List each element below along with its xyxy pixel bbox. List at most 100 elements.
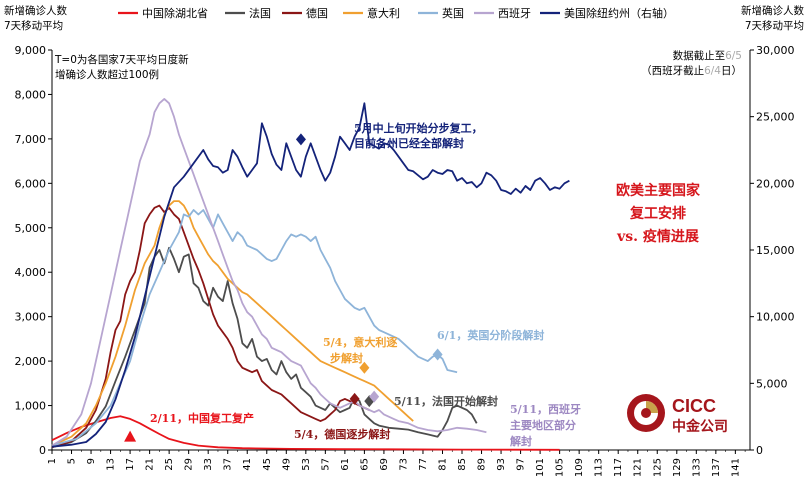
right-axis-title-line1: 新增确诊人数 bbox=[741, 4, 804, 17]
x-tick-label: 141 bbox=[730, 458, 741, 477]
marker-uk bbox=[432, 348, 443, 361]
x-tick-label: 81 bbox=[437, 458, 448, 471]
annotation-italy-line1: 5/4，意大利逐 bbox=[323, 335, 397, 349]
cicc-logo: CICC 中金公司 bbox=[627, 394, 728, 435]
marker-us bbox=[295, 133, 306, 146]
x-tick-label: 69 bbox=[379, 458, 390, 471]
x-tick-label: 61 bbox=[340, 458, 351, 471]
data-note-line2: （西班牙截止6/4日） bbox=[641, 64, 742, 77]
y-right-tick-label: 0 bbox=[756, 444, 763, 457]
x-tick-label: 117 bbox=[613, 458, 624, 477]
x-tick-label: 77 bbox=[418, 458, 429, 471]
x-tick-label: 89 bbox=[477, 458, 488, 471]
x-tick-label: 25 bbox=[164, 458, 175, 471]
cicc-logo-text-cn: 中金公司 bbox=[672, 418, 728, 435]
y-right-tick-label: 20,000 bbox=[756, 177, 795, 190]
annotation-spain-line1: 5/11，西班牙 bbox=[510, 402, 581, 416]
series-group bbox=[51, 98, 570, 451]
series-line-uk bbox=[51, 209, 458, 447]
annotation-us-line1: 5月中上旬开始分步复工， bbox=[354, 121, 483, 135]
y-right-tick-label: 10,000 bbox=[756, 311, 795, 324]
x-tick-label: 13 bbox=[106, 458, 117, 471]
data-note-line1: 数据截止至6/5 bbox=[673, 49, 742, 62]
x-tick-label: 73 bbox=[398, 458, 409, 471]
legend-label-spain: 西班牙 bbox=[498, 7, 531, 20]
chart-title-line3: vs. 疫情进展 bbox=[616, 228, 699, 245]
y-left-tick-label: 1,000 bbox=[15, 400, 47, 413]
y-left-tick-label: 3,000 bbox=[15, 311, 47, 324]
y-left-tick-label: 7,000 bbox=[15, 133, 47, 146]
annotation-us-line2: 目前各州已经全部解封 bbox=[354, 136, 464, 150]
x-tick-label: 109 bbox=[574, 458, 585, 477]
x-tick-label: 57 bbox=[320, 458, 331, 471]
series-line-us bbox=[51, 102, 570, 448]
y-right-tick-label: 5,000 bbox=[756, 377, 788, 390]
x-tick-label: 137 bbox=[711, 458, 722, 477]
y-right-tick-label: 15,000 bbox=[756, 244, 795, 257]
annotation-france: 5/11，法国开始解封 bbox=[394, 394, 498, 408]
legend-label-italy: 意大利 bbox=[367, 6, 400, 20]
legend-label-us: 美国除纽约州（右轴） bbox=[564, 6, 674, 20]
x-note-line2: 增确诊人数超过100例 bbox=[55, 68, 159, 81]
y-left-tick-label: 6,000 bbox=[15, 177, 47, 190]
marker-germany bbox=[349, 392, 360, 405]
x-tick-label: 93 bbox=[496, 458, 507, 471]
x-tick-label: 53 bbox=[301, 458, 312, 471]
x-tick-label: 85 bbox=[457, 458, 468, 471]
legend: 中国除湖北省 法国 德国 意大利 英国 西班牙 美国除纽约州（右轴） bbox=[118, 6, 674, 20]
marker-china bbox=[124, 430, 137, 442]
x-tick-label: 101 bbox=[535, 458, 546, 477]
annotation-spain-line2: 主要地区部分 bbox=[510, 418, 576, 432]
x-tick-label: 105 bbox=[555, 458, 566, 477]
legend-label-china: 中国除湖北省 bbox=[142, 6, 208, 20]
y-right-tick-label: 25,000 bbox=[756, 111, 795, 124]
cicc-logo-text-en: CICC bbox=[672, 396, 716, 416]
series-line-italy bbox=[51, 200, 414, 447]
legend-label-germany: 德国 bbox=[306, 6, 328, 20]
y-left-tick-label: 2,000 bbox=[15, 355, 47, 368]
x-tick-label: 129 bbox=[672, 458, 683, 477]
annotation-italy-line2: 步解封 bbox=[330, 351, 363, 365]
y-left-tick-label: 0 bbox=[39, 444, 46, 457]
legend-label-uk: 英国 bbox=[442, 6, 464, 20]
x-tick-label: 65 bbox=[359, 458, 370, 471]
x-tick-label: 113 bbox=[594, 458, 605, 477]
marker-italy bbox=[359, 361, 370, 374]
cicc-logo-mark-core bbox=[641, 408, 651, 418]
annotation-spain-line3: 解封 bbox=[510, 434, 532, 448]
annotation-uk: 6/1，英国分阶段解封 bbox=[437, 328, 544, 342]
x-tick-label: 5 bbox=[67, 458, 78, 464]
x-tick-label: 125 bbox=[652, 458, 663, 477]
x-tick-label: 45 bbox=[262, 458, 273, 471]
x-tick-label: 37 bbox=[223, 458, 234, 471]
x-tick-label: 133 bbox=[691, 458, 702, 477]
x-tick-label: 9 bbox=[86, 458, 97, 464]
x-tick-label: 21 bbox=[145, 458, 156, 471]
x-tick-label: 121 bbox=[633, 458, 644, 477]
x-note-line1: T=0为各国家7天平均日度新 bbox=[54, 53, 189, 66]
chart-title-line1: 欧美主要国家 bbox=[616, 182, 701, 199]
series-line-france bbox=[51, 246, 478, 449]
left-axis-title-line2: 7天移动平均 bbox=[4, 19, 63, 32]
marker-spain bbox=[369, 390, 380, 403]
x-tick-label: 41 bbox=[242, 458, 253, 471]
y-left-tick-label: 4,000 bbox=[15, 266, 47, 279]
series-line-germany bbox=[51, 204, 370, 449]
x-tick-label: 17 bbox=[125, 458, 136, 471]
axes: 0 1,000 2,000 3,000 4,000 5,000 6,000 7,000 8,00… bbox=[15, 44, 795, 477]
x-tick-label: 33 bbox=[203, 458, 214, 471]
annotation-germany: 5/4，德国逐步解封 bbox=[294, 427, 390, 441]
y-left-tick-label: 9,000 bbox=[15, 44, 47, 57]
x-tick-label: 1 bbox=[47, 458, 58, 464]
y-left-tick-label: 5,000 bbox=[15, 222, 47, 235]
y-right-tick-label: 30,000 bbox=[756, 44, 795, 57]
chart-title-line2: 复工安排 bbox=[629, 205, 686, 222]
y-left-tick-label: 8,000 bbox=[15, 88, 47, 101]
markers-group bbox=[124, 133, 443, 442]
series-line-spain bbox=[51, 98, 487, 447]
legend-label-france: 法国 bbox=[249, 6, 271, 20]
x-tick-label: 97 bbox=[516, 458, 527, 471]
right-axis-title-line2: 7天移动平均 bbox=[745, 19, 804, 32]
x-tick-label: 49 bbox=[281, 458, 292, 471]
